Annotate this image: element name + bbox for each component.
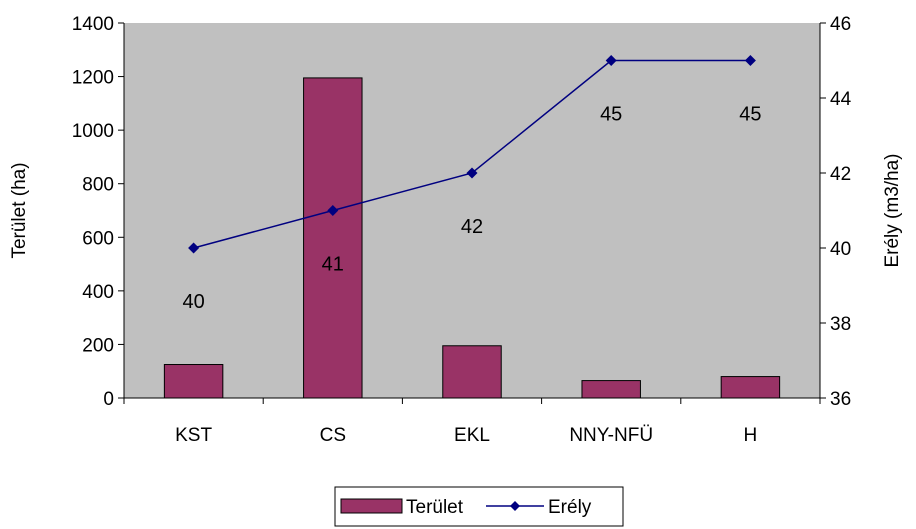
right-tick-label: 36 (830, 389, 851, 410)
left-tick-label: 800 (82, 175, 114, 196)
right-tick-label: 40 (830, 239, 851, 260)
marker-erely-ekl (466, 167, 478, 179)
legend-label-terulet: Terület (406, 497, 464, 518)
legend-swatch-erely-marker (510, 501, 520, 511)
left-tick-label: 400 (82, 282, 114, 303)
right-axis-title: Erély (m3/ha) (882, 153, 903, 267)
bar-cs (303, 77, 363, 399)
left-tick-label: 1000 (72, 121, 114, 142)
plot-area (124, 23, 820, 398)
marker-erely-nny-nfü (605, 55, 617, 66)
x-tick-label: EKL (454, 425, 490, 446)
bar-ekl (442, 345, 502, 399)
left-tick-label: 0 (103, 389, 114, 410)
bar-nny-nfü (581, 380, 641, 399)
bar-h (720, 376, 781, 399)
left-axis-title: Terület (ha) (9, 162, 30, 258)
marker-erely-h (744, 55, 756, 66)
x-tick-label: KST (175, 425, 212, 446)
right-tick-label: 42 (830, 164, 851, 185)
x-tick-label: CS (320, 425, 346, 446)
left-tick-label: 600 (82, 228, 114, 249)
x-tick-label: NNY-NFÜ (569, 425, 653, 446)
left-tick-label: 200 (82, 335, 114, 356)
right-tick-label: 46 (830, 14, 851, 35)
marker-erely-cs (327, 205, 339, 216)
data-label: 40 (182, 291, 204, 313)
left-tick-label: 1200 (72, 68, 114, 89)
left-tick-label: 1400 (72, 14, 114, 35)
right-tick-label: 38 (830, 314, 851, 335)
marker-erely-kst (188, 242, 200, 254)
right-tick-label: 44 (830, 89, 852, 110)
x-tick-label: H (744, 425, 758, 446)
data-label: 42 (461, 216, 483, 238)
legend-label-erely: Erély (548, 497, 592, 518)
data-label: 45 (600, 104, 622, 126)
data-label: 41 (322, 254, 344, 276)
bar-kst (163, 364, 224, 399)
data-label: 45 (739, 104, 761, 126)
legend: Terület Erély (334, 486, 624, 527)
legend-swatch-terulet (340, 498, 403, 514)
